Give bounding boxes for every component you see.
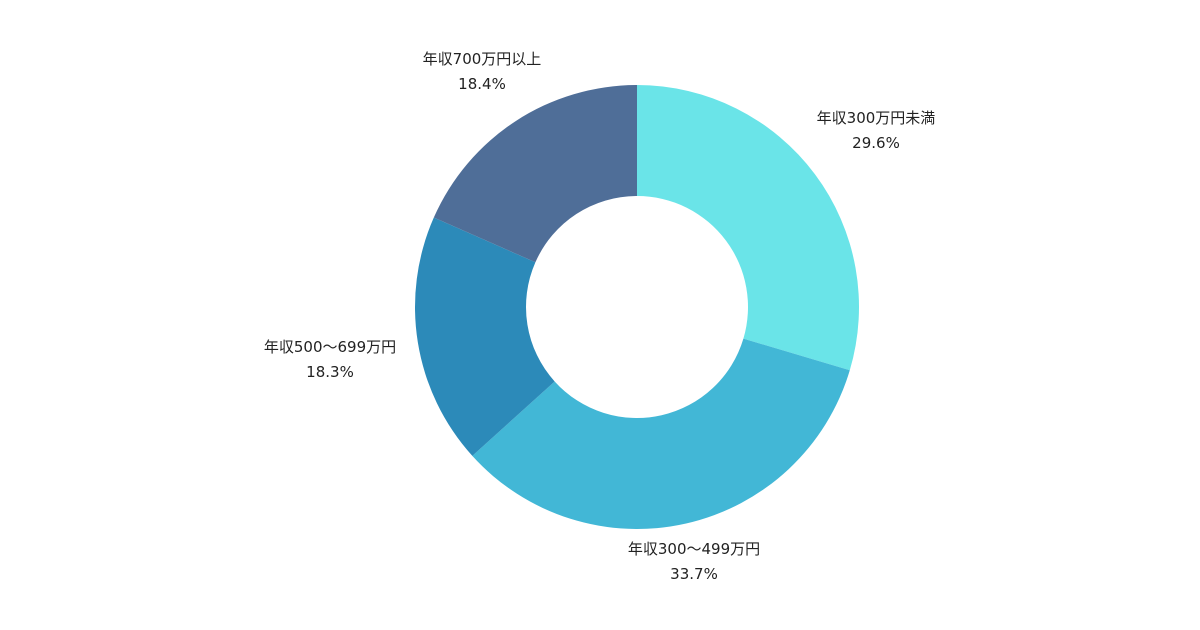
slice-value-label-1: 29.6% [852,134,900,152]
slices-group [415,85,859,530]
slice-label-4: 年収700万円以上 [423,50,542,68]
slice-1 [637,85,859,371]
slice-3 [415,217,555,456]
labels-group: 年収300万円未満 29.6% 年収300〜499万円 33.7% 年収500〜699万… [264,50,935,583]
slice-label-1: 年収300万円未満 [817,109,936,127]
slice-value-label-4: 18.4% [458,75,506,93]
slice-value-label-3: 18.3% [306,363,354,381]
slice-label-2: 年収300〜499万円 [628,540,760,558]
slice-2 [472,338,850,530]
slice-4 [433,85,637,263]
slice-value-label-2: 33.7% [670,565,718,583]
slice-label-3: 年収500〜699万円 [264,338,396,356]
